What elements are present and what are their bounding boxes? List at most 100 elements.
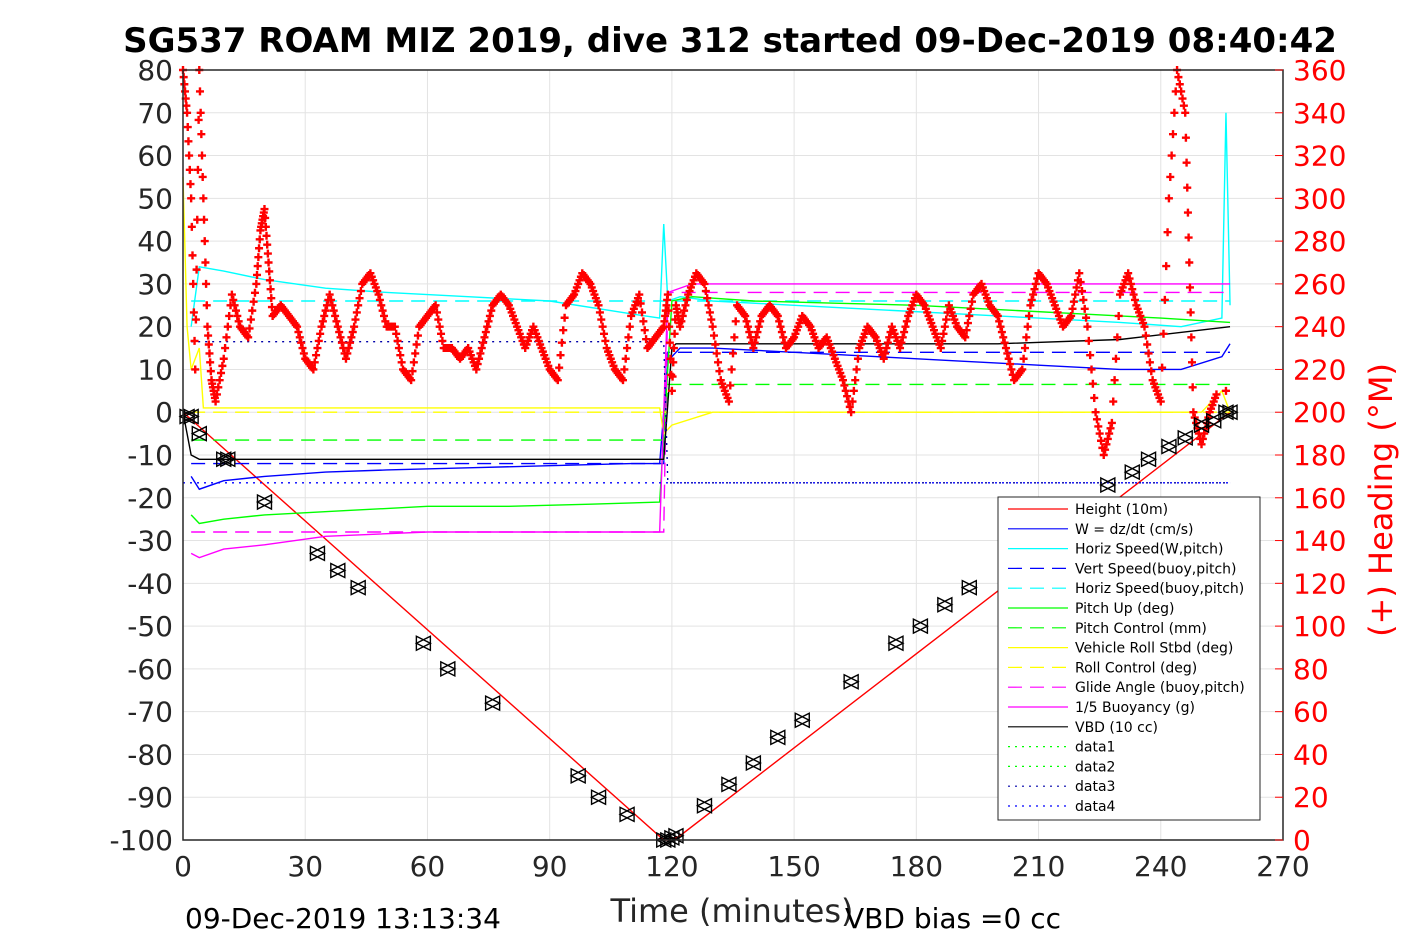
heading-point [432, 308, 441, 317]
legend-label: Horiz Speed(buoy,pitch) [1075, 581, 1244, 597]
y-tick-label: 30 [137, 268, 173, 301]
heading-point [200, 237, 209, 246]
heading-point [779, 333, 788, 342]
right-tick-label: 120 [1293, 567, 1346, 600]
right-tick-label: 80 [1293, 653, 1329, 686]
heading-point [885, 333, 894, 342]
heading-point [700, 279, 709, 288]
depth-marker [769, 729, 786, 746]
heading-point [1188, 383, 1197, 392]
heading-point [711, 340, 720, 349]
heading-point [701, 287, 710, 296]
heading-point [938, 336, 947, 345]
heading-point [997, 328, 1006, 337]
heading-point [965, 311, 974, 320]
heading-point [198, 172, 207, 181]
x-tick-label: 210 [1012, 850, 1065, 883]
heading-point [333, 322, 342, 331]
heading-point [1003, 349, 1012, 358]
heading-point [229, 295, 238, 304]
heading-point [1083, 322, 1092, 331]
heading-point [680, 306, 689, 315]
depth-marker-alt [1140, 451, 1158, 468]
heading-point [879, 354, 888, 363]
heading-point [344, 344, 353, 353]
legend-label: Height (10m) [1075, 502, 1168, 518]
heading-point [212, 390, 221, 399]
heading-point [1170, 108, 1179, 117]
depth-marker [308, 545, 326, 562]
heading-point [187, 194, 196, 203]
y-tick-label: 80 [137, 54, 173, 87]
right-tick-label: 200 [1293, 396, 1346, 429]
heading-point [677, 317, 686, 326]
y-tick-label: 60 [137, 140, 173, 173]
depth-marker-alt [668, 827, 685, 844]
heading-point [840, 381, 849, 390]
heading-point [481, 328, 490, 337]
heading-point [191, 365, 200, 374]
heading-point [331, 311, 340, 320]
heading-point [601, 336, 610, 345]
heading-point [204, 340, 213, 349]
heading-point [1109, 397, 1118, 406]
x-tick-label: 30 [287, 850, 323, 883]
heading-point [1031, 279, 1040, 288]
heading-point [1130, 295, 1139, 304]
heading-point [200, 215, 209, 224]
heading-point [332, 317, 341, 326]
heading-point [1185, 258, 1194, 267]
heading-point [325, 290, 334, 299]
heading-point [939, 329, 948, 338]
heading-point [1076, 278, 1085, 287]
heading-point [553, 376, 562, 385]
heading-point [392, 329, 401, 338]
heading-point [742, 317, 751, 326]
heading-point [1018, 365, 1027, 374]
y-tick-label: 70 [137, 97, 173, 130]
heading-point [299, 349, 308, 358]
heading-point [1099, 451, 1108, 459]
heading-point [619, 376, 627, 385]
right-axis-label: (+) Heading (°M) [1362, 363, 1400, 637]
heading-point [337, 338, 346, 347]
heading-point [225, 311, 234, 320]
heading-point [193, 215, 202, 224]
heading-point [1189, 408, 1198, 417]
heading-point [217, 369, 226, 378]
heading-point [329, 306, 338, 315]
heading-point [668, 372, 677, 381]
heading-point [1078, 287, 1087, 296]
heading-point [260, 205, 269, 214]
heading-point [624, 333, 633, 342]
depth-marker-alt [1124, 463, 1141, 481]
heading-point [1163, 228, 1172, 237]
heading-point [1030, 285, 1039, 294]
heading-point [1174, 73, 1183, 82]
legend-box [997, 496, 1261, 821]
heading-point [848, 397, 857, 406]
heading-point [1102, 440, 1111, 449]
heading-point [678, 311, 687, 320]
legend-label: data1 [1075, 740, 1115, 756]
heading-point [853, 354, 862, 363]
heading-point [310, 358, 319, 367]
y-tick-label: -70 [127, 696, 173, 729]
heading-point [484, 317, 493, 326]
heading-point [843, 392, 852, 401]
depth-marker-alt [179, 408, 196, 425]
y-tick-label: 0 [155, 396, 173, 429]
heading-point [218, 361, 227, 370]
heading-point [1147, 367, 1156, 376]
depth-marker-alt [1161, 438, 1178, 455]
heading-point [294, 328, 303, 337]
heading-point [245, 324, 254, 333]
heading-point [559, 326, 568, 335]
depth-marker-alt [216, 451, 233, 468]
heading-point [194, 115, 203, 124]
heading-point [201, 258, 210, 267]
heading-point [252, 279, 261, 288]
heading-point [599, 329, 608, 338]
heading-point [1072, 283, 1081, 292]
heading-point [249, 297, 258, 306]
